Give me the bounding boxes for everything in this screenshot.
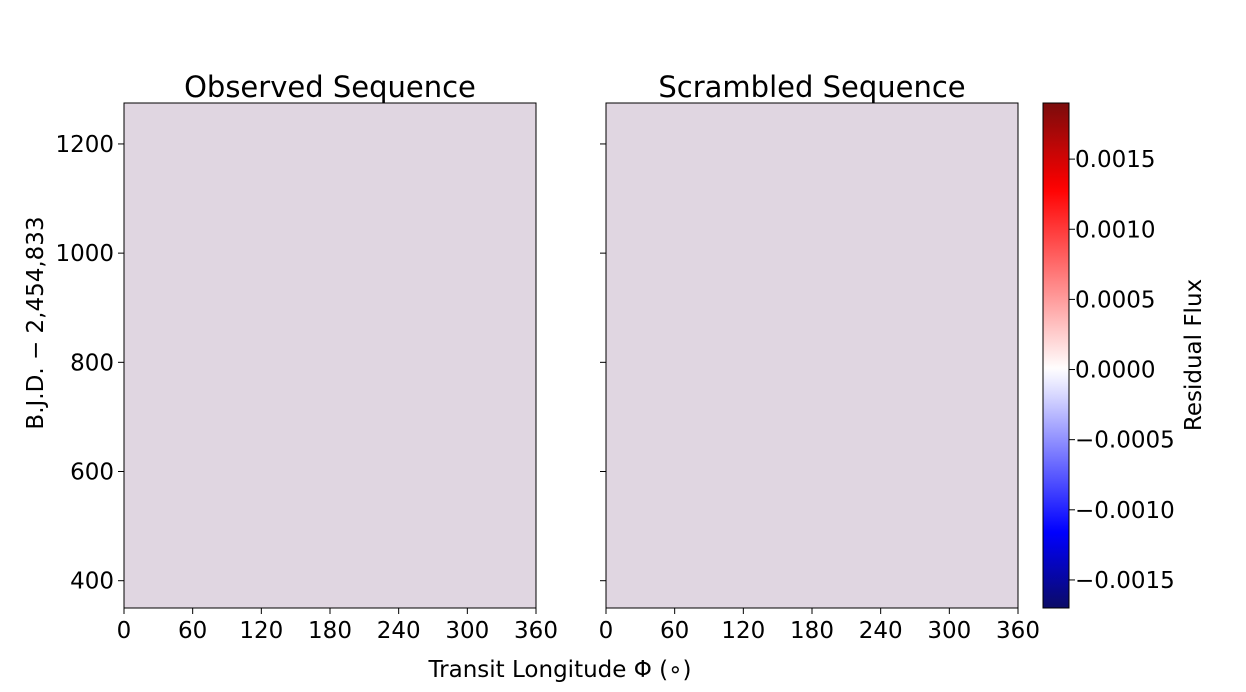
x-tick-label: 60: [660, 618, 689, 644]
colorbar-ticks: −0.0015 −0.0010 −0.0005 0.0000 0.0005 0.0010 0…: [1069, 147, 1175, 594]
x-axis-scrambled: 0 60 120 180 240 300 360: [599, 608, 1040, 644]
x-tick-label: 300: [927, 618, 971, 644]
x-tick-label: 180: [308, 618, 352, 644]
colorbar-tick-label: 0.0005: [1075, 287, 1155, 313]
colorbar-tick-label: 0.0010: [1075, 217, 1155, 243]
colorbar-tick-label: −0.0015: [1075, 568, 1175, 594]
x-tick-label: 0: [599, 618, 614, 644]
colorbar-tick-label: −0.0005: [1075, 428, 1175, 454]
colorbar-tick-label: −0.0010: [1075, 498, 1175, 524]
x-tick-label: 60: [178, 618, 207, 644]
y-tick-label: 400: [70, 569, 114, 595]
y-tick-label: 600: [70, 460, 114, 486]
x-tick-label: 120: [721, 618, 765, 644]
x-tick-label: 360: [514, 618, 558, 644]
x-axis-label: Transit Longitude Φ (∘): [428, 657, 692, 683]
x-tick-label: 240: [377, 618, 421, 644]
colorbar: −0.0015 −0.0010 −0.0005 0.0000 0.0005 0.0010 0…: [1042, 102, 1207, 609]
x-tick-label: 240: [859, 618, 903, 644]
y-tick-label: 1000: [55, 241, 114, 267]
plot-area-observed: [124, 103, 536, 608]
panel-observed: 0 60 120 180 240 300 360 400 600 800 1000 1200: [55, 102, 558, 644]
y-axis-label: B.J.D. − 2,454,833: [23, 216, 49, 429]
y-tick-label: 1200: [55, 132, 114, 158]
panel-scrambled: 0 60 120 180 240 300 360: [599, 102, 1040, 644]
colorbar-tick-label: 0.0000: [1075, 358, 1155, 384]
x-axis-observed: 0 60 120 180 240 300 360: [117, 608, 558, 644]
x-tick-label: 360: [996, 618, 1040, 644]
panel-title-scrambled: Scrambled Sequence: [658, 70, 965, 104]
y-axis-scrambled: [600, 143, 606, 582]
colorbar-fill: [1042, 102, 1070, 609]
colorbar-tick-label: 0.0015: [1075, 147, 1155, 173]
colorbar-label: Residual Flux: [1181, 279, 1207, 431]
x-tick-label: 300: [445, 618, 489, 644]
y-axis-observed: 400 600 800 1000 1200: [55, 132, 124, 595]
plot-area-scrambled: [606, 103, 1018, 608]
x-tick-label: 0: [117, 618, 132, 644]
x-tick-label: 120: [239, 618, 283, 644]
x-tick-label: 180: [790, 618, 834, 644]
y-tick-label: 800: [70, 350, 114, 376]
panel-title-observed: Observed Sequence: [184, 70, 476, 104]
